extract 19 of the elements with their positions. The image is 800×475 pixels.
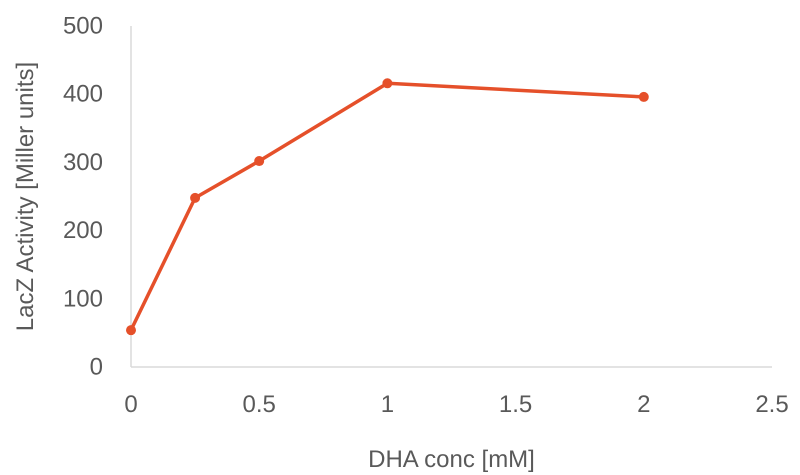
- x-tick-label: 1: [380, 391, 394, 418]
- point: [126, 325, 136, 336]
- point: [638, 92, 649, 102]
- x-axis-title: DHA conc [mM]: [368, 446, 535, 473]
- point: [382, 78, 392, 88]
- x-tick-label: 2.5: [755, 391, 789, 418]
- y-tick-label: 0: [90, 354, 103, 380]
- x-tick-label: 0: [124, 391, 138, 418]
- y-tick-label: 500: [62, 12, 103, 40]
- x-tick-label: 1.5: [498, 391, 532, 418]
- point: [190, 192, 200, 203]
- y-tick-label: 400: [62, 80, 103, 108]
- x-tick-label: 0.5: [242, 391, 276, 418]
- y-tick-label: 200: [62, 217, 103, 244]
- y-tick-label: 100: [62, 285, 103, 312]
- x-tick-label: 2: [637, 391, 650, 418]
- point: [254, 156, 264, 166]
- y-axis-title: LacZ Activity [Miller units]: [12, 62, 39, 332]
- y-tick-label: 300: [62, 148, 103, 176]
